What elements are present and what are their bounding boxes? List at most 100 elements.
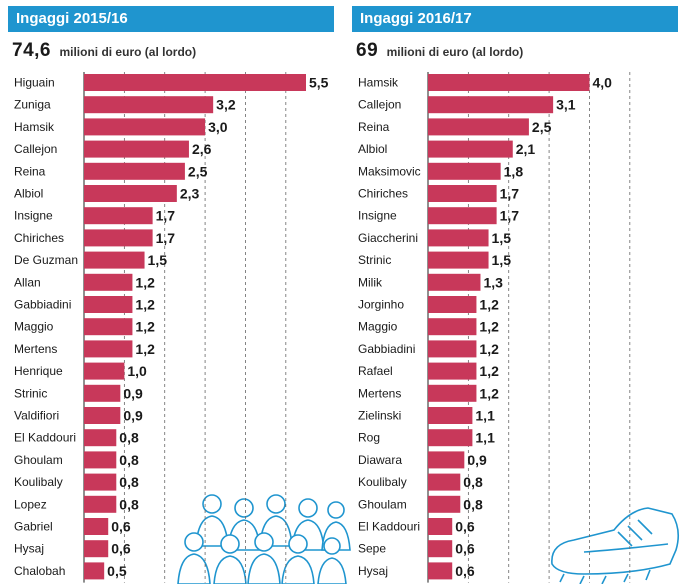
value-label: 2,6 — [192, 141, 212, 157]
bar — [428, 362, 477, 380]
value-label: 0,8 — [119, 430, 139, 446]
category-label: Ghoulam — [14, 453, 63, 467]
value-label: 0,8 — [463, 496, 483, 512]
category-label: Reina — [358, 120, 390, 134]
total-value: 69 — [356, 40, 379, 61]
category-label: Gabriel — [14, 520, 53, 534]
value-label: 1,7 — [156, 208, 176, 224]
value-label: 0,5 — [107, 563, 127, 579]
value-label: 1,0 — [127, 363, 147, 379]
category-label: Zuniga — [14, 98, 51, 112]
bar — [428, 251, 489, 269]
bar — [428, 451, 465, 469]
category-label: Diawara — [358, 453, 402, 467]
value-label: 1,8 — [504, 163, 524, 179]
category-label: Insigne — [14, 209, 53, 223]
bar — [428, 318, 477, 336]
category-label: Reina — [14, 164, 46, 178]
category-label: Koulibaly — [14, 475, 63, 489]
value-label: 4,0 — [592, 75, 612, 91]
value-label: 1,1 — [475, 430, 495, 446]
value-label: 1,1 — [475, 408, 495, 424]
value-label: 0,8 — [119, 474, 139, 490]
value-label: 2,1 — [516, 141, 536, 157]
bar — [84, 207, 153, 225]
category-label: Jorginho — [358, 298, 404, 312]
category-label: Chalobah — [14, 564, 65, 578]
value-label: 1,3 — [483, 274, 503, 290]
category-label: Valdifiori — [14, 409, 59, 423]
category-label: Chiriches — [14, 231, 64, 245]
bar — [84, 384, 121, 402]
value-label: 0,6 — [455, 519, 475, 535]
bar — [84, 229, 153, 247]
value-label: 1,7 — [500, 186, 520, 202]
category-label: Callejon — [358, 98, 401, 112]
bar — [84, 74, 306, 91]
category-label: Milik — [358, 275, 383, 289]
value-label: 2,3 — [180, 186, 200, 202]
category-label: Giaccherini — [358, 231, 418, 245]
category-label: Strinic — [358, 253, 391, 267]
bar — [84, 273, 133, 291]
panel-2015-16: Ingaggi 2015/16 74,6 milioni di euro (al… — [8, 0, 351, 584]
total-unit: milioni di euro (al lordo) — [59, 45, 197, 59]
bar — [428, 118, 529, 136]
category-label: Strinic — [14, 386, 47, 400]
bar — [428, 140, 513, 158]
bar — [84, 96, 214, 114]
bar — [84, 296, 133, 313]
category-label: Gabbiadini — [14, 298, 71, 312]
value-label: 0,9 — [467, 452, 487, 468]
bar — [84, 518, 109, 535]
total-unit: milioni di euro (al lordo) — [386, 45, 524, 59]
bar — [428, 429, 473, 447]
players-group-icon — [177, 494, 351, 584]
value-label: 1,2 — [135, 274, 155, 290]
value-label: 1,2 — [135, 297, 155, 313]
value-label: 0,8 — [119, 452, 139, 468]
value-label: 1,7 — [156, 230, 176, 246]
bar-chart-2016-17: Hamsik 4,0 Callejon 3,1 Reina 2,5 Albiol 2,1 Mak… — [358, 72, 631, 583]
value-label: 1,5 — [492, 230, 512, 246]
bar-chart-2015-16: Higuain 5,5 Zuniga 3,2 Hamsik 3,0 Callejon 2,6 R… — [14, 72, 329, 583]
bar — [428, 296, 477, 313]
bar — [84, 562, 105, 580]
bar — [428, 74, 590, 91]
bar — [428, 185, 497, 202]
value-label: 1,2 — [479, 363, 499, 379]
bar — [428, 473, 461, 491]
bar — [428, 384, 477, 402]
bar — [84, 140, 189, 158]
value-label: 1,2 — [479, 385, 499, 401]
category-label: De Guzman — [14, 253, 78, 267]
value-label: 1,2 — [479, 341, 499, 357]
category-label: Koulibaly — [358, 475, 407, 489]
panel-2016-17: Ingaggi 2016/17 69 milioni di euro (al l… — [352, 0, 684, 584]
category-label: Higuain — [14, 76, 55, 90]
category-label: Albiol — [14, 187, 43, 201]
bar — [428, 562, 453, 580]
category-label: Maggio — [14, 320, 54, 334]
value-label: 1,2 — [135, 341, 155, 357]
category-label: Rafael — [358, 364, 393, 378]
category-label: Rog — [358, 431, 380, 445]
category-label: Sepe — [358, 542, 386, 556]
category-label: Allan — [14, 275, 41, 289]
bar — [84, 495, 117, 513]
value-label: 0,6 — [111, 519, 131, 535]
bar — [428, 495, 461, 513]
value-label: 0,9 — [123, 408, 143, 424]
bar — [428, 540, 453, 558]
category-label: Maggio — [358, 320, 398, 334]
category-label: Albiol — [358, 142, 387, 156]
value-label: 3,1 — [556, 97, 576, 113]
football-boot-icon — [551, 507, 680, 584]
value-label: 5,5 — [309, 75, 329, 91]
category-label: Hamsik — [358, 76, 399, 90]
value-label: 0,6 — [455, 541, 475, 557]
bar — [428, 340, 477, 358]
category-label: Callejon — [14, 142, 57, 156]
total-amount: 74,6 milioni di euro (al lordo) — [12, 40, 196, 62]
value-label: 2,5 — [188, 163, 208, 179]
